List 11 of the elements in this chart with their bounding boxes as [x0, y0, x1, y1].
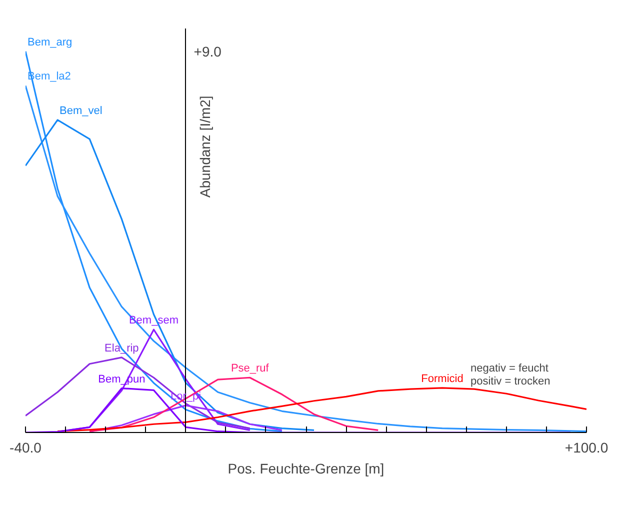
annotation: positiv = trocken	[470, 376, 550, 388]
x-tick-label: -40.0	[10, 440, 42, 456]
x-axis-title: Pos. Feuchte-Grenze [m]	[228, 460, 384, 476]
annotation: negativ = feucht	[470, 362, 548, 374]
x-tick-label: +100.0	[564, 440, 608, 456]
series-label: Pse_ruf	[230, 362, 270, 375]
series-label: Bem_arg	[28, 36, 72, 48]
series-label: Formicid	[421, 372, 464, 385]
annotation: +9.0	[194, 43, 222, 60]
y-axis-title: Abundanz [I/m2]	[197, 96, 214, 198]
series-label: Bem_vel	[60, 104, 102, 117]
